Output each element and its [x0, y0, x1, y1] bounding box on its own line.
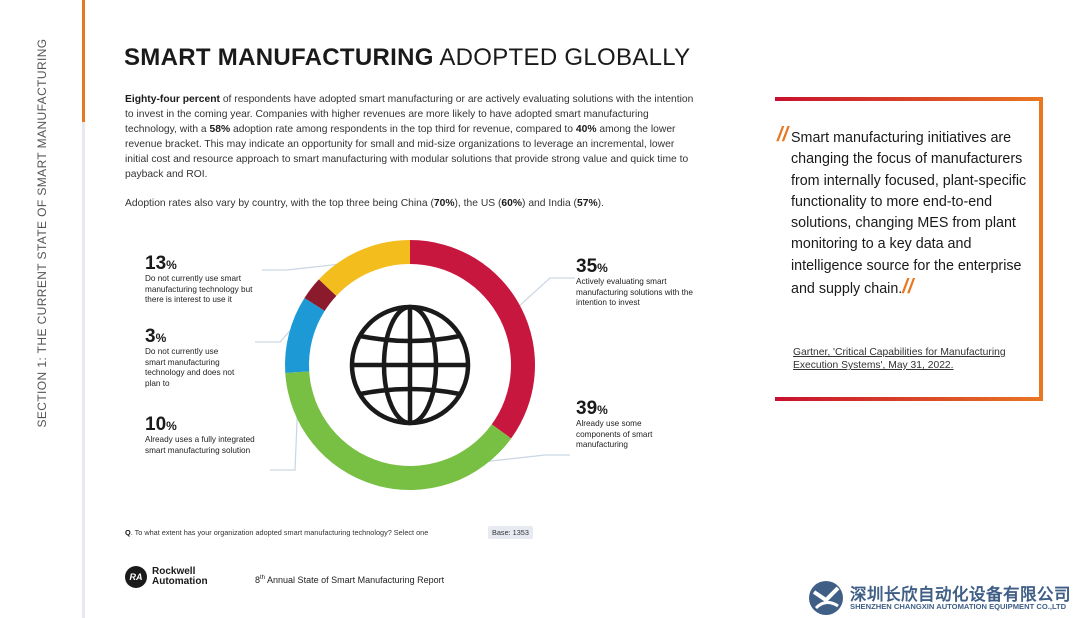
changxin-logo-icon: [809, 581, 843, 615]
callout-label: Already use some components of smart man…: [576, 419, 653, 450]
slice-some-components: [285, 371, 512, 490]
callout-label: Actively evaluating smart manufacturing …: [576, 277, 693, 308]
quote-frame-right: [1039, 97, 1043, 401]
callout-interest: 13% Do not currently use smart manufactu…: [145, 253, 263, 306]
quote-text: Smart manufacturing initiatives are chan…: [791, 130, 1027, 299]
country-paragraph: Adoption rates also vary by country, wit…: [125, 197, 725, 211]
side-rule-accent: [82, 0, 85, 122]
rockwell-brand: Rockwell Automation: [152, 566, 208, 587]
country-text-3: ) and India (: [522, 198, 577, 209]
callout-fully-integrated: 10% Already uses a fully integrated smar…: [145, 414, 270, 456]
callout-label: Do not currently use smart manufacturing…: [145, 347, 235, 388]
leader-line: [510, 277, 575, 315]
intro-text-3: among the lower revenue bracket. This ma…: [125, 124, 689, 180]
country-bold-3: 57%: [576, 198, 598, 209]
globe-icon: [349, 304, 471, 426]
callout-pct: 39%: [576, 398, 608, 419]
company-name-en: SHENZHEN CHANGXIN AUTOMATION EQUIPMENT C…: [850, 602, 1067, 611]
callout-no-plan: 3% Do not currently use smart manufactur…: [145, 326, 240, 389]
callout-evaluating: 35% Actively evaluating smart manufactur…: [576, 256, 696, 309]
intro-text-1: of respondents have adopted smart manufa…: [125, 94, 694, 135]
quote-frame: [775, 97, 1043, 401]
slice-no-plan: [304, 279, 337, 311]
side-rule: [82, 0, 85, 618]
slice-interest: [318, 240, 410, 296]
quote-source: Gartner, 'Critical Capabilities for Manu…: [793, 347, 1006, 371]
country-bold-1: 70%: [433, 198, 455, 209]
intro-text-2: adoption rate among respondents in the t…: [230, 124, 576, 135]
callout-pct: 35%: [576, 256, 608, 277]
callout-label: Already uses a fully integrated smart ma…: [145, 435, 255, 455]
intro-bold-1: Eighty-four percent: [125, 94, 220, 105]
title-light: ADOPTED GLOBALLY: [433, 44, 691, 71]
company-name-cn: 深圳长欣自动化设备有限公司: [850, 586, 1071, 604]
quote-frame-top: [775, 97, 1043, 101]
callout-some-components: 39% Already use some components of smart…: [576, 398, 671, 451]
page-title: SMART MANUFACTURING ADOPTED GLOBALLY: [124, 44, 690, 72]
report-title: 8th Annual State of Smart Manufacturing …: [255, 575, 445, 585]
country-bold-2: 60%: [501, 198, 523, 209]
country-text-1: Adoption rates also vary by country, wit…: [125, 198, 434, 209]
slice-evaluating: [410, 240, 536, 439]
callout-pct: 10%: [145, 414, 177, 435]
country-text-4: ).: [597, 198, 604, 209]
slice-fully-integrated: [285, 298, 325, 373]
base-badge: Base: 1353: [488, 526, 533, 539]
intro-paragraph: Eighty-four percent of respondents have …: [125, 92, 695, 182]
close-quote-icon: //: [902, 276, 914, 299]
title-bold: SMART MANUFACTURING: [124, 44, 434, 71]
callout-label: Do not currently use smart manufacturing…: [145, 274, 253, 305]
callout-pct: 3%: [145, 326, 167, 347]
open-quote-icon: //: [777, 124, 789, 146]
survey-question: Q. To what extent has your organization …: [125, 528, 429, 537]
donut-slices: [285, 240, 536, 490]
country-text-2: ), the US (: [454, 198, 502, 209]
intro-bold-3: 40%: [575, 124, 597, 135]
quote-frame-bottom: [775, 397, 1043, 401]
rockwell-logo-icon: RA: [125, 566, 147, 588]
callout-pct: 13%: [145, 253, 177, 274]
intro-bold-2: 58%: [209, 124, 231, 135]
